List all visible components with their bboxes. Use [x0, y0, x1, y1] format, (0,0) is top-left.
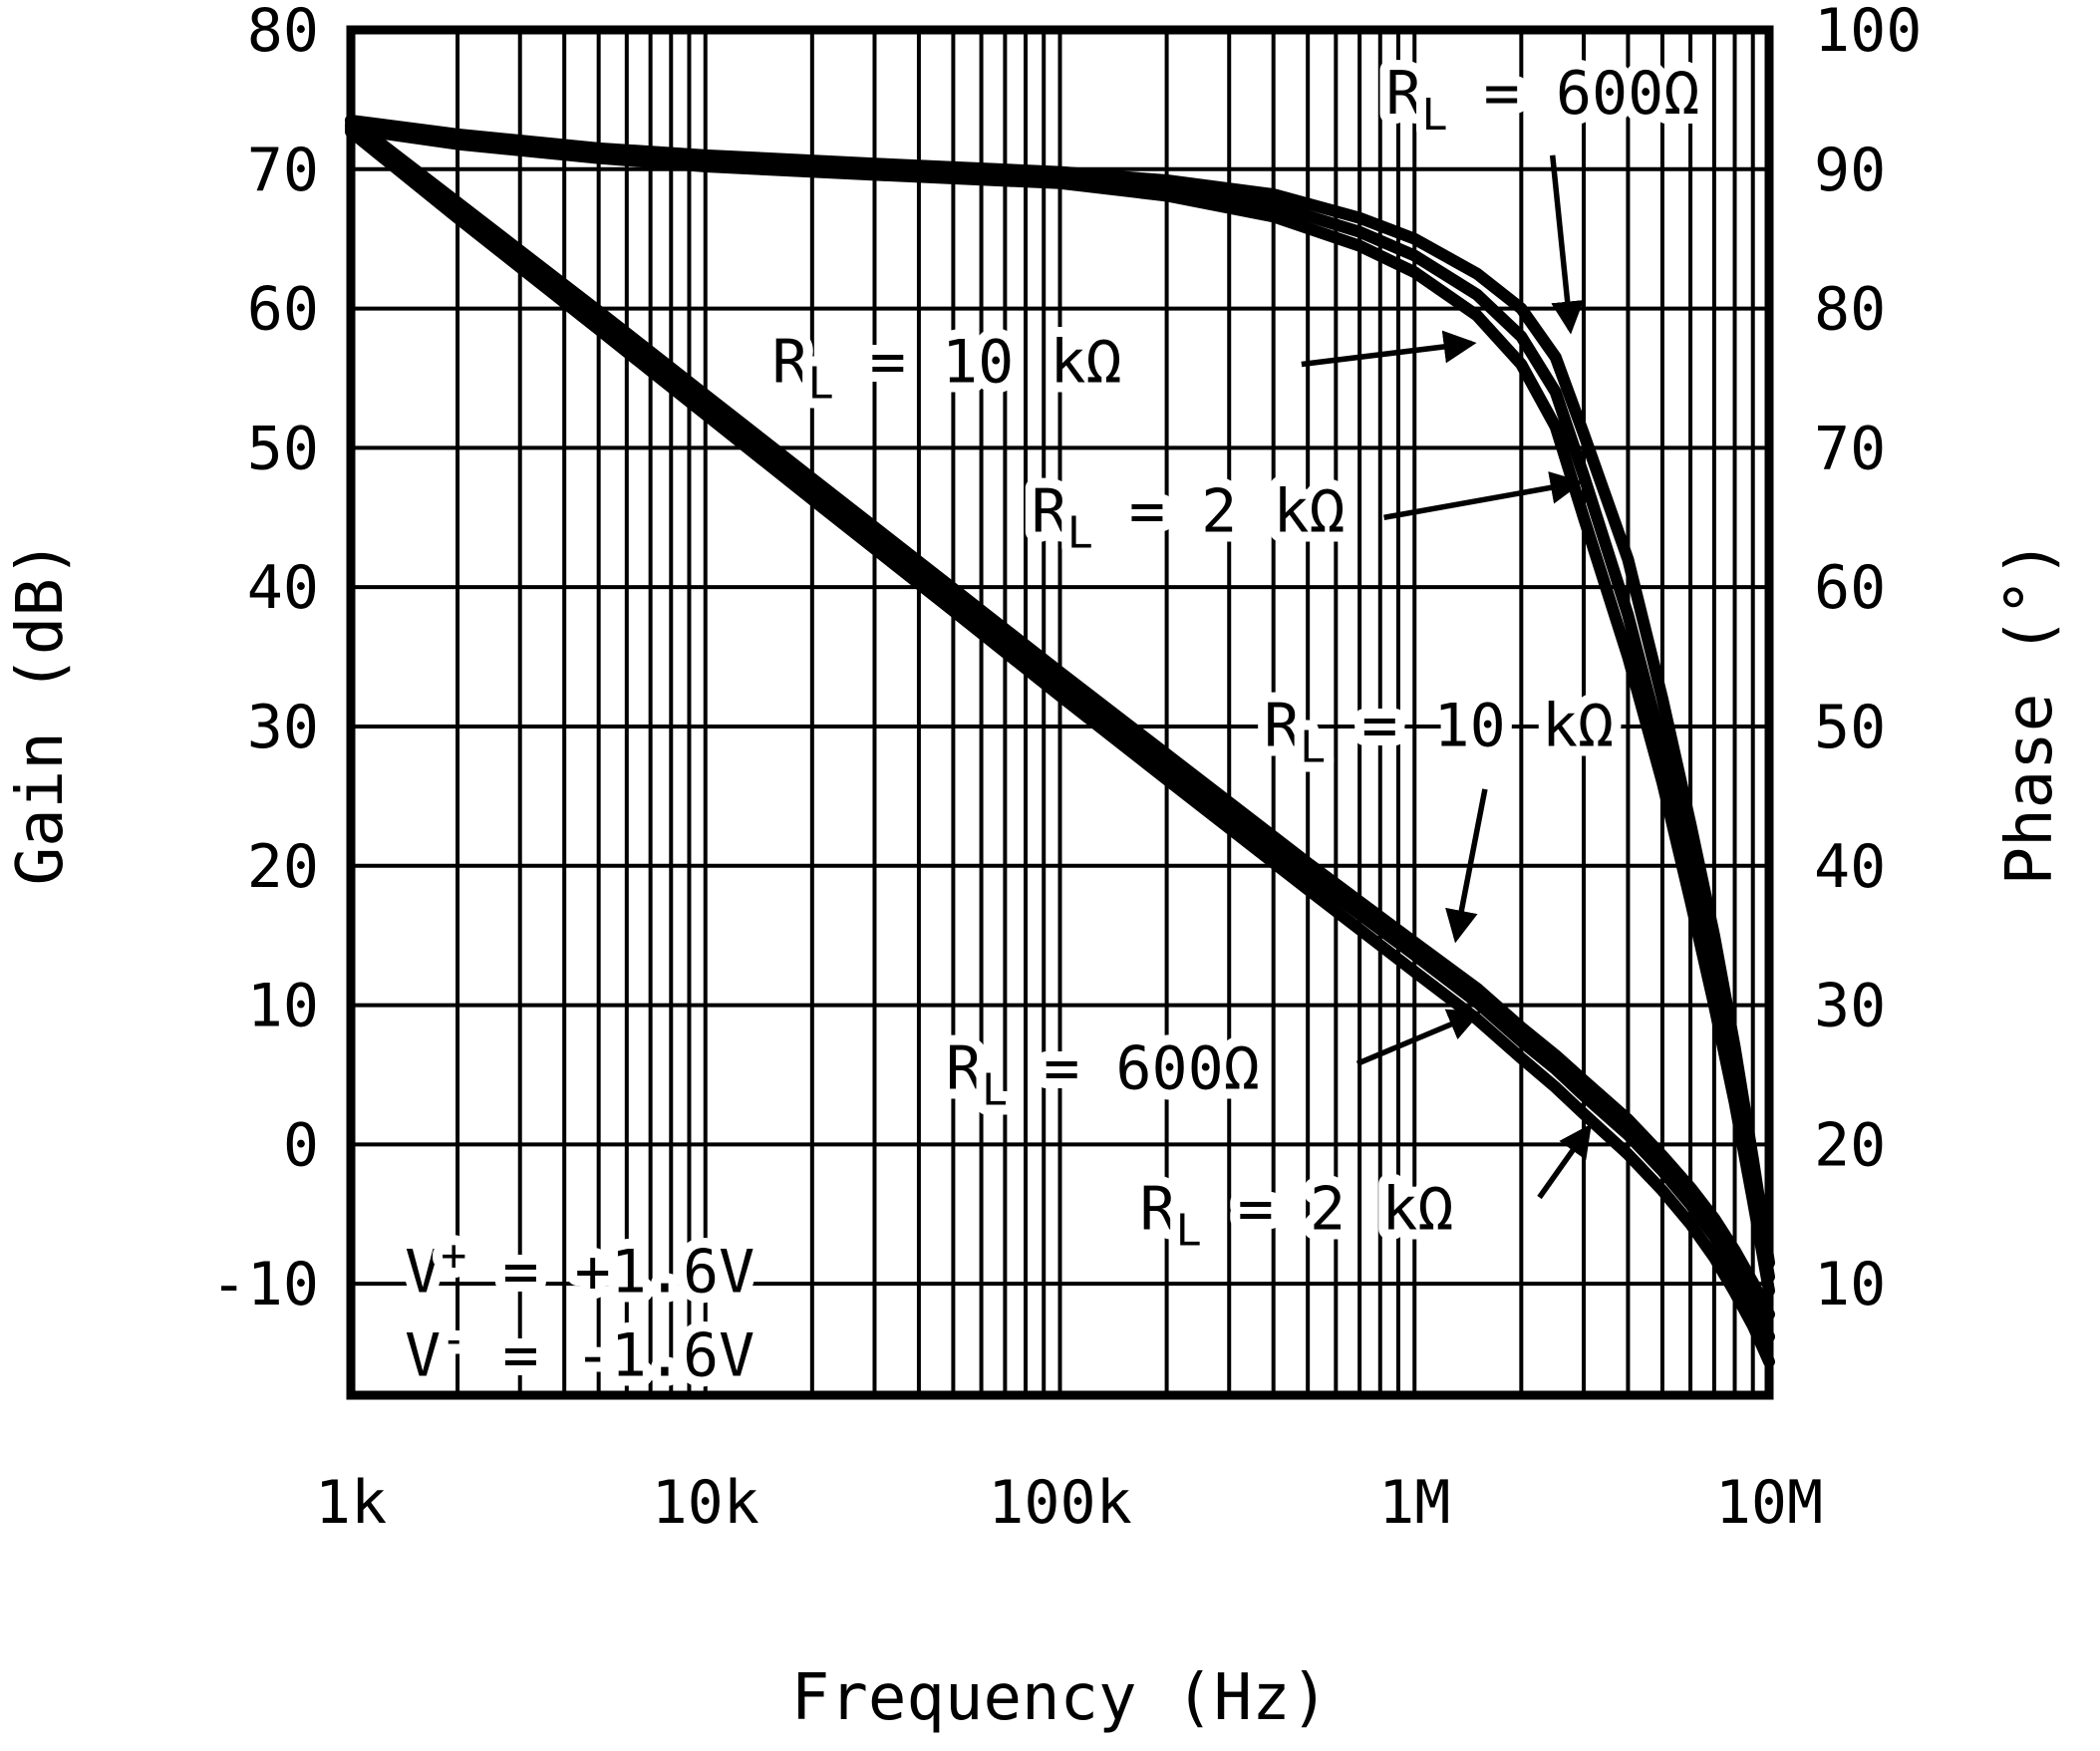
label-gain-rl-10k-arrow	[1445, 788, 1488, 944]
label-phase-rl-10k-arrow	[1301, 330, 1477, 368]
supply-positive: V+ = +1.6V	[405, 1232, 754, 1308]
series-gain-RL-2k	[345, 120, 1775, 1343]
label-gain-rl-10k: RL = 10 kΩ	[1264, 692, 1614, 773]
phase-tick-80: 80	[1814, 275, 1886, 345]
gain-tick-50: 50	[247, 414, 319, 483]
label-gain-rl-600: RL = 600Ω	[946, 1033, 1260, 1115]
gain-tick-70: 70	[247, 136, 319, 205]
annotation-labels: RL = 600Ω RL = 10 kΩ RL = 2 kΩ RL = 10 kΩ RL…	[395, 49, 1709, 1401]
gain-tick--10: -10	[211, 1250, 319, 1319]
label-phase-rl-10k: RL = 10 kΩ	[772, 328, 1122, 410]
phase-tick-10: 10	[1814, 1250, 1886, 1319]
label-gain-rl-2k: RL = 2 kΩ	[1139, 1175, 1453, 1257]
tick-labels: 80706050403020100-1010090807060504030201…	[211, 0, 1923, 1538]
label-phase-rl-2k-arrow	[1383, 471, 1584, 520]
phase-tick-60: 60	[1814, 553, 1886, 623]
axis-titles: Gain (dB) Phase (°) Frequency (Hz)	[4, 540, 2067, 1735]
freq-tick-1M: 1M	[1378, 1468, 1450, 1538]
series-phase-RL-10k	[345, 123, 1775, 1298]
frequency-axis-title: Frequency (Hz)	[791, 1661, 1329, 1735]
label-phase-rl-600: RL = 600Ω	[1385, 59, 1699, 141]
phase-tick-40: 40	[1814, 832, 1886, 902]
freq-tick-10M: 10M	[1715, 1468, 1823, 1538]
gain-tick-20: 20	[247, 832, 319, 902]
phase-axis-title: Phase (°)	[1993, 540, 2067, 886]
phase-tick-70: 70	[1814, 414, 1886, 483]
gain-tick-80: 80	[247, 0, 319, 66]
phase-tick-90: 90	[1814, 136, 1886, 205]
freq-tick-100k: 100k	[988, 1468, 1132, 1538]
gain-tick-40: 40	[247, 553, 319, 623]
phase-tick-30: 30	[1814, 972, 1886, 1041]
gain-tick-10: 10	[247, 972, 319, 1041]
label-phase-rl-600-arrow	[1549, 154, 1585, 335]
phase-tick-50: 50	[1814, 693, 1886, 762]
phase-tick-100: 100	[1814, 0, 1922, 66]
label-phase-rl-2k: RL = 2 kΩ	[1032, 476, 1346, 558]
series-gain-RL-10k	[345, 114, 1775, 1320]
gain-axis-title: Gain (dB)	[4, 540, 78, 886]
gain-tick-60: 60	[247, 275, 319, 345]
plot-border	[346, 25, 1774, 1400]
freq-tick-1k: 1k	[315, 1468, 387, 1538]
label-gain-rl-2k-arrow	[1537, 1123, 1592, 1200]
phase-tick-20: 20	[1814, 1110, 1886, 1180]
series-group	[345, 114, 1775, 1368]
freq-tick-10k: 10k	[652, 1468, 759, 1538]
gain-tick-30: 30	[247, 693, 319, 762]
annotation-arrows	[1301, 154, 1592, 1200]
label-gain-rl-600-arrow	[1355, 1009, 1482, 1066]
gain-tick-0: 0	[283, 1110, 319, 1180]
